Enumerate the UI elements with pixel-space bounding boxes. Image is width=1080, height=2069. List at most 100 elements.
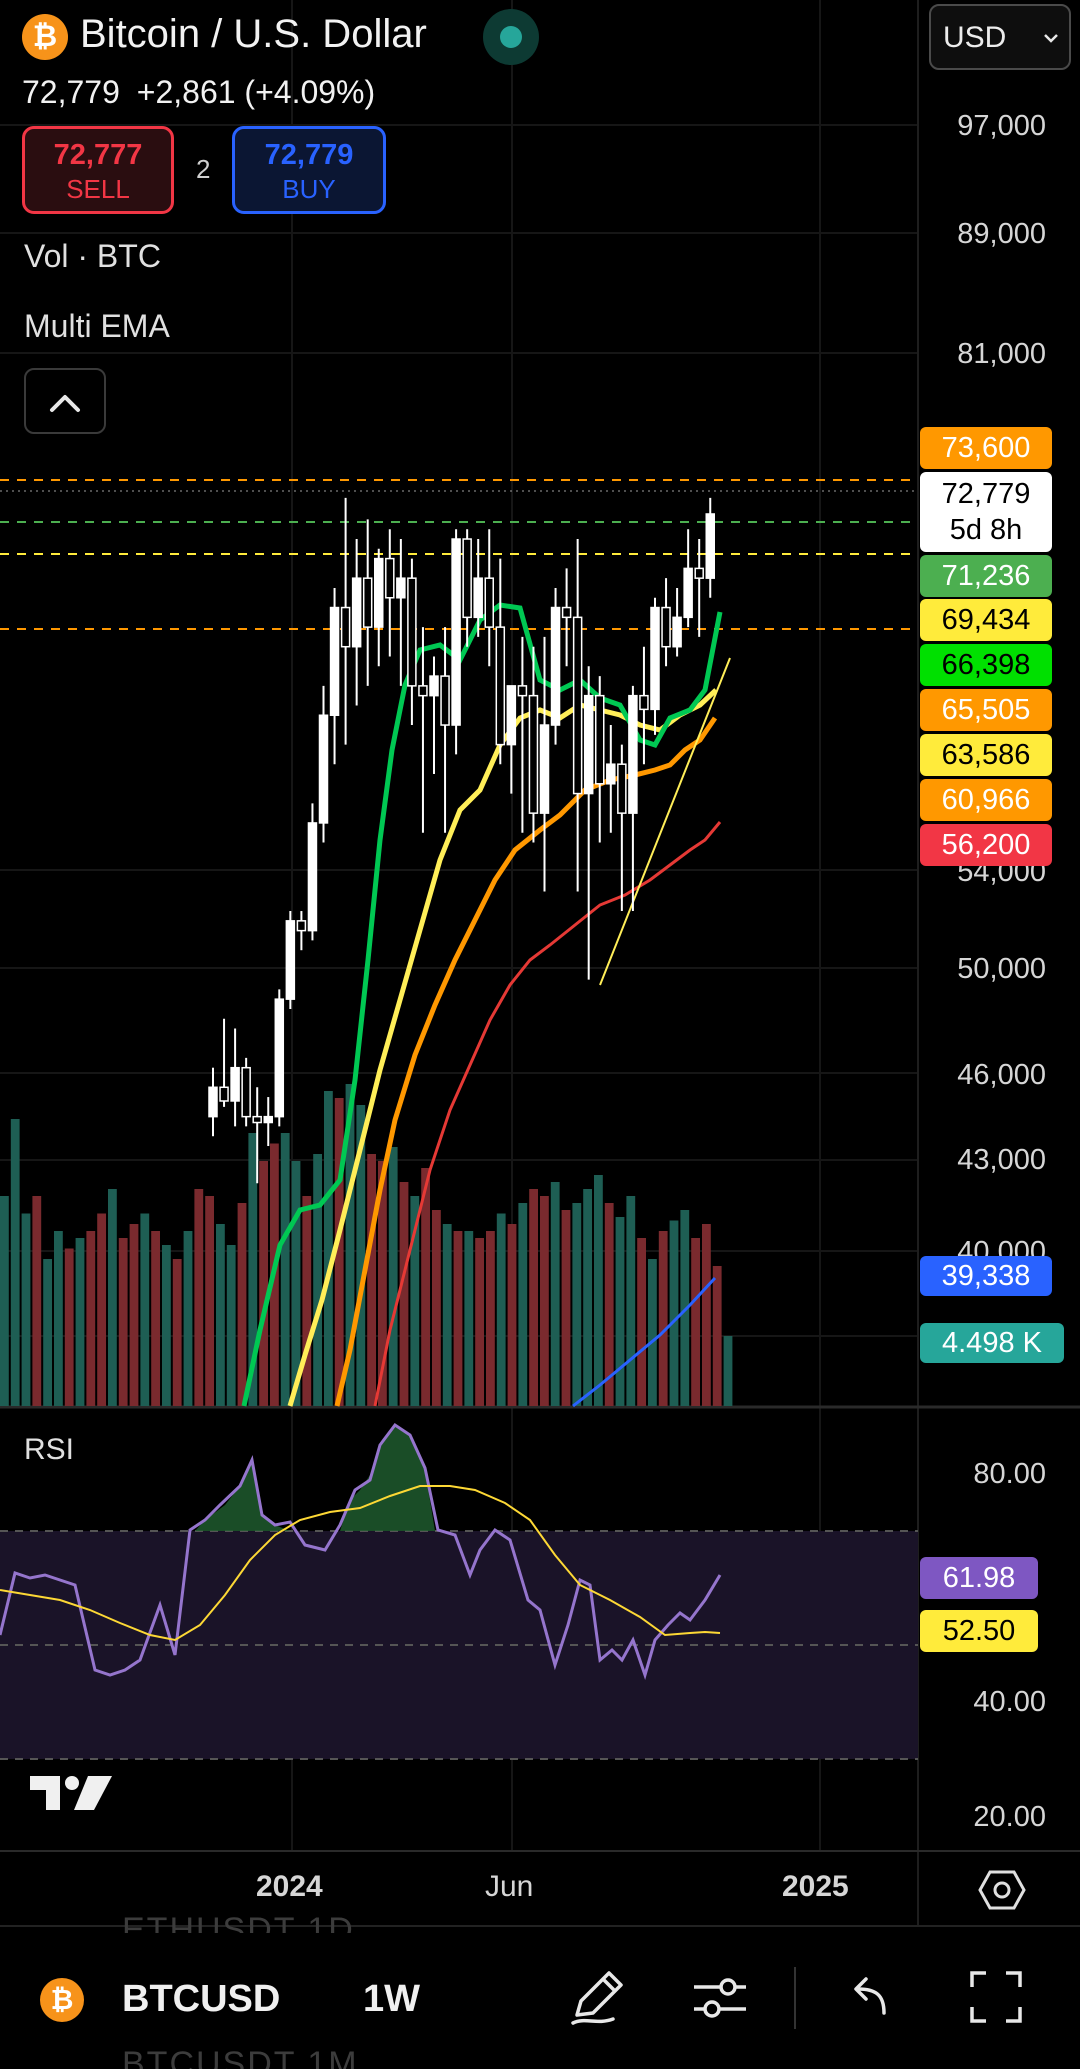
interval-button[interactable]: 1W: [363, 1978, 420, 2020]
candle-body-down: [617, 763, 627, 814]
volume-bar: [118, 1238, 128, 1406]
volume-bar: [680, 1210, 690, 1406]
volume-indicator-label[interactable]: Vol · BTC: [24, 238, 161, 274]
price-tag: 63,586: [920, 734, 1052, 776]
rsi-indicator-label[interactable]: RSI: [24, 1433, 75, 1466]
volume-bar: [648, 1259, 657, 1406]
candle-body-down: [219, 1086, 229, 1102]
candle-body-down: [561, 606, 572, 619]
rsi-ma-tag: 52.50: [920, 1610, 1038, 1652]
candle-body-down: [462, 538, 472, 619]
rsi-axis-label: 80.00: [973, 1458, 1046, 1490]
currency-select[interactable]: USD: [929, 4, 1071, 70]
candle: [451, 529, 461, 755]
volume-bar: [172, 1259, 182, 1406]
volume-bar: [432, 1210, 441, 1406]
price-axis-label: 46,000: [957, 1059, 1046, 1091]
candle: [606, 725, 616, 833]
volume-bar: [691, 1238, 700, 1406]
candle-body-down: [252, 1115, 262, 1124]
bitcoin-icon: ₿: [22, 14, 68, 60]
candle: [219, 1018, 229, 1107]
last-price: 72,779: [22, 74, 120, 110]
tradingview-logo-icon[interactable]: [26, 1772, 116, 1814]
symbol-list-ghost-below: BTCUSDT 1M: [122, 2045, 359, 2069]
candle: [418, 627, 428, 833]
volume-bar: [345, 1084, 355, 1406]
candle-body-up: [274, 998, 285, 1118]
undo-icon[interactable]: [840, 1967, 900, 2027]
candle: [374, 548, 384, 667]
bitcoin-icon: ₿: [40, 1978, 84, 2022]
price-change: +2,861 (+4.09%): [136, 74, 376, 110]
price-tag: 73,600: [920, 427, 1052, 469]
market-status-indicator[interactable]: [483, 9, 539, 65]
fullscreen-icon[interactable]: [966, 1967, 1026, 2027]
volume-bar: [388, 1147, 398, 1406]
candle: [528, 646, 539, 843]
volume-bar: [615, 1217, 625, 1406]
volume-bar: [442, 1224, 452, 1406]
candle-body-down: [418, 685, 428, 697]
candle-body-up: [583, 694, 594, 795]
collapse-indicators-button[interactable]: [24, 368, 106, 434]
candle-body-up: [285, 920, 296, 1000]
candle: [495, 558, 506, 765]
candle: [473, 539, 483, 637]
volume-bar: [216, 1224, 225, 1406]
price-axis-label: 81,000: [957, 338, 1046, 370]
ema-indicator-label[interactable]: Multi EMA: [24, 308, 170, 344]
volume-bar: [572, 1203, 582, 1406]
time-axis-label: Jun: [485, 1870, 534, 1903]
pencil-icon[interactable]: [567, 1967, 627, 2027]
candle: [550, 587, 561, 745]
candle: [318, 685, 329, 843]
ema-green-line: [241, 602, 723, 1407]
volume-bar: [64, 1248, 74, 1406]
volume-bar: [140, 1213, 150, 1406]
spread-value: 2: [196, 154, 211, 184]
ema-orange-line: [334, 716, 718, 1407]
rsi-overbought-fill: [195, 1460, 290, 1531]
trendline: [599, 657, 731, 986]
price-tag: 56,200: [920, 824, 1052, 866]
chart-canvas[interactable]: [0, 0, 1080, 1925]
candle: [285, 911, 296, 1009]
rsi-ma-line: [0, 1485, 721, 1642]
volume-tag: 4.498 K: [920, 1323, 1064, 1363]
volume-bar: [10, 1119, 20, 1406]
candle: [462, 529, 472, 647]
volume-bar: [97, 1213, 106, 1406]
volume-bar: [291, 1161, 301, 1406]
rsi-value-tag: 61.98: [920, 1557, 1038, 1599]
candle: [506, 685, 517, 794]
price-quote: 72,779 +2,861 (+4.09%): [22, 74, 375, 111]
sell-price: 72,777: [53, 139, 143, 171]
sell-label: SELL: [66, 174, 130, 204]
sliders-icon[interactable]: [690, 1967, 750, 2027]
candle-body-down: [296, 920, 307, 932]
chart-settings-icon[interactable]: [978, 1869, 1026, 1911]
candle: [583, 666, 594, 980]
candle: [351, 539, 362, 706]
volume-bar: [151, 1231, 160, 1406]
candlestick-series: [208, 497, 715, 1184]
price-tag: 60,966: [920, 779, 1052, 821]
chevron-down-icon: [1044, 34, 1058, 43]
volume-bar: [194, 1189, 204, 1406]
volume-bar: [237, 1203, 247, 1406]
candle: [429, 656, 439, 774]
volume-bar: [43, 1259, 52, 1406]
symbol-title[interactable]: Bitcoin / U.S. Dollar: [80, 12, 427, 56]
symbol-button[interactable]: BTCUSD: [122, 1978, 281, 2020]
buy-button[interactable]: 72,779 BUY: [232, 126, 386, 214]
time-axis-label: 2025: [782, 1870, 849, 1903]
bottom-toolbar: ETHUSDT 1D ₿ BTCUSD 1W BTCUSDT 1M: [0, 1911, 1080, 2069]
candle-body-up: [208, 1086, 218, 1118]
candle: [617, 744, 627, 912]
volume-ma-tag: 39,338: [920, 1256, 1052, 1296]
candle-body-up: [672, 616, 682, 648]
rsi-line: [0, 1422, 722, 1681]
volume-bar: [550, 1182, 560, 1406]
sell-button[interactable]: 72,777 SELL: [22, 126, 174, 214]
